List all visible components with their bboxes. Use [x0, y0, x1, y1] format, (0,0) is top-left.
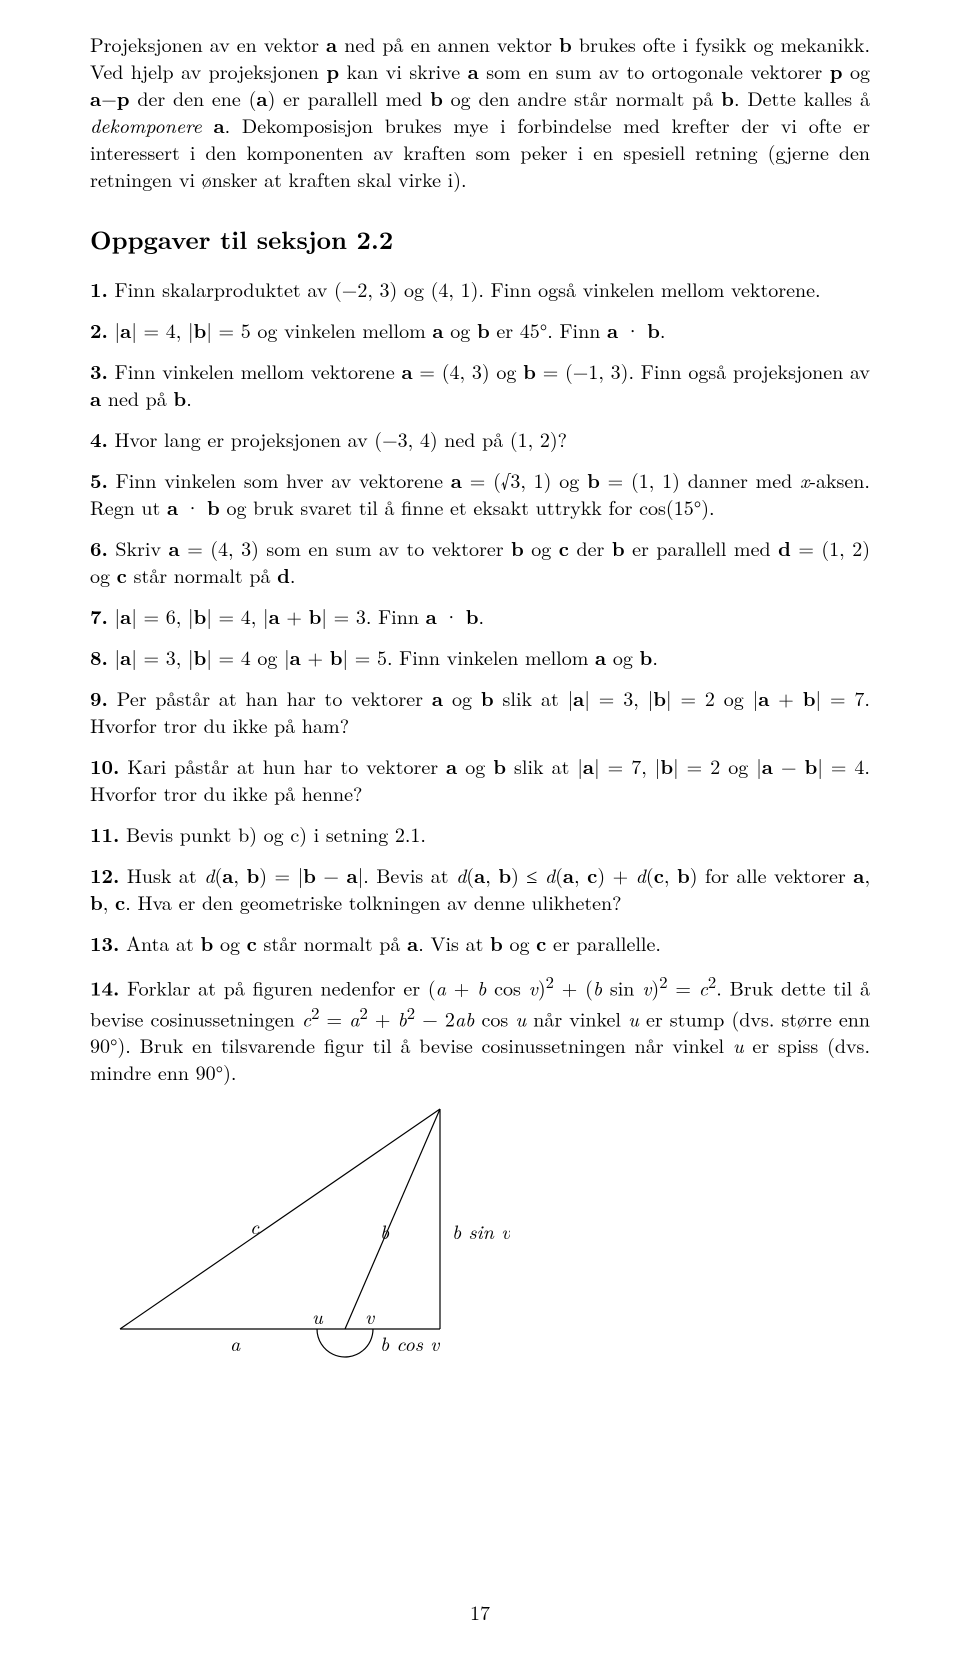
exercise-item: 14. Forklar at på figuren nedenfor er (a… [90, 970, 870, 1085]
page-number: 17 [90, 1597, 870, 1626]
exercise-item: 6. Skriv a = (4, 3) som en sum av to vek… [90, 534, 870, 588]
exercise-item: 5. Finn vinkelen som hver av vektorene a… [90, 466, 870, 520]
section-heading: Oppgaver til seksjon 2.2 [90, 222, 870, 257]
exercise-number: 8. [90, 642, 108, 671]
exercise-list: 1. Finn skalarproduktet av (−2, 3) og (4… [90, 275, 870, 1085]
exercise-number: 1. [90, 274, 108, 303]
exercise-item: 3. Finn vinkelen mellom vektorene a = (4… [90, 357, 870, 411]
exercise-item: 10. Kari påstår at hun har to vektorer a… [90, 752, 870, 806]
exercise-item: 8. |a| = 3, |b| = 4 og |a + b| = 5. Finn… [90, 643, 870, 670]
intro-paragraph: Projeksjonen av en vektor a ned på en an… [90, 30, 870, 192]
triangle-svg: a b cos v u v b b sin v c [90, 1099, 510, 1359]
exercise-number: 10. [90, 751, 119, 780]
page: Projeksjonen av en vektor a ned på en an… [0, 0, 960, 1654]
exercise-number: 3. [90, 356, 108, 385]
exercise-number: 6. [90, 533, 108, 562]
exercise-number: 11. [90, 819, 119, 848]
svg-text:b sin v: b sin v [452, 1216, 510, 1245]
exercise-number: 7. [90, 601, 108, 630]
svg-text:u: u [312, 1301, 324, 1330]
exercise-item: 12. Husk at d(a, b) = |b − a|. Bevis at … [90, 861, 870, 915]
svg-text:b: b [380, 1216, 390, 1245]
exercise-item: 13. Anta at b og c står normalt på a. Vi… [90, 929, 870, 956]
exercise-item: 4. Hvor lang er projeksjonen av (−3, 4) … [90, 425, 870, 452]
exercise-item: 2. |a| = 4, |b| = 5 og vinkelen mellom a… [90, 316, 870, 343]
svg-text:a: a [230, 1328, 241, 1357]
exercise-item: 11. Bevis punkt b) og c) i setning 2.1. [90, 820, 870, 847]
svg-text:b cos v: b cos v [380, 1328, 440, 1357]
svg-text:v: v [365, 1301, 375, 1330]
exercise-item: 1. Finn skalarproduktet av (−2, 3) og (4… [90, 275, 870, 302]
triangle-figure: a b cos v u v b b sin v c [90, 1099, 870, 1359]
exercise-number: 14. [90, 973, 119, 1002]
exercise-number: 12. [90, 860, 119, 889]
exercise-number: 5. [90, 465, 108, 494]
svg-text:c: c [250, 1211, 260, 1240]
exercise-number: 4. [90, 424, 108, 453]
exercise-number: 13. [90, 928, 119, 957]
exercise-number: 2. [90, 315, 108, 344]
intro-paragraphs: Projeksjonen av en vektor a ned på en an… [90, 30, 870, 192]
exercise-number: 9. [90, 683, 108, 712]
exercise-item: 9. Per påstår at han har to vektorer a o… [90, 684, 870, 738]
exercise-item: 7. |a| = 6, |b| = 4, |a + b| = 3. Finn a… [90, 602, 870, 629]
